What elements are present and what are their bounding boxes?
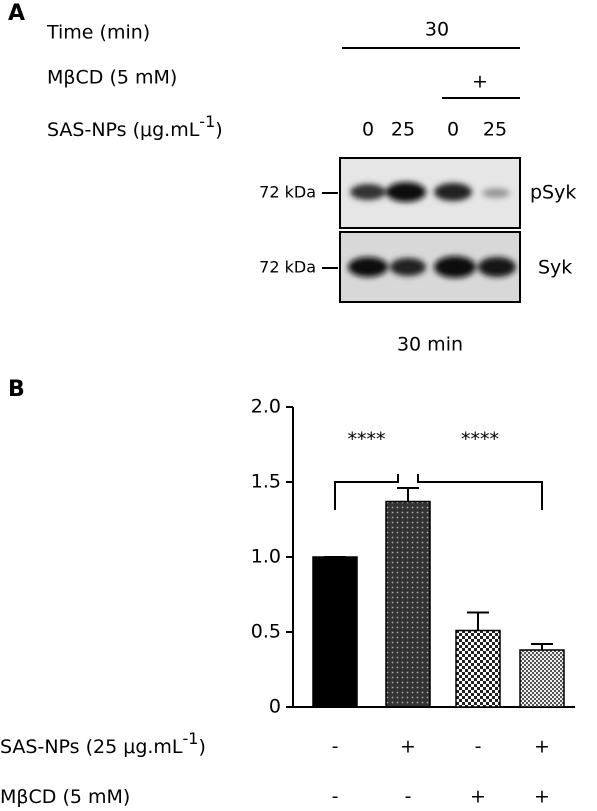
lane-label: 0	[362, 119, 374, 141]
blot-name: pSyk	[530, 182, 576, 204]
condition-sign: +	[534, 736, 550, 758]
condition-end: )	[198, 736, 205, 758]
y-tick-label: 0	[269, 696, 281, 718]
blot-name: Syk	[538, 257, 572, 279]
condition-label: MβCD (5 mM)	[0, 786, 130, 808]
condition-sign: +	[470, 786, 486, 808]
significance-label: ****	[461, 429, 499, 451]
sign: +	[472, 71, 488, 93]
marker-label: 72 kDa	[259, 183, 316, 202]
row-label: Time (min)	[46, 22, 150, 44]
lane-label: 25	[483, 119, 507, 141]
condition-sign: +	[400, 736, 416, 758]
condition-sup: -1	[183, 729, 199, 748]
condition-sign: -	[475, 736, 482, 758]
condition-sign: -	[405, 786, 412, 808]
y-tick-label: 1.5	[251, 471, 281, 493]
condition-sign: -	[332, 786, 339, 808]
marker-label: 72 kDa	[259, 258, 316, 277]
condition-sign: +	[534, 786, 550, 808]
bar	[385, 500, 431, 708]
condition-name: SAS-NPs (25 μg.mL	[0, 736, 183, 758]
bar	[519, 649, 565, 708]
caption: 30 min	[397, 334, 463, 356]
y-tick-label: 0.5	[251, 621, 281, 643]
y-tick-label: 2.0	[251, 396, 281, 418]
y-tick-label: 1.0	[251, 546, 281, 568]
significance-label: ****	[348, 429, 386, 451]
blot-psyk	[339, 157, 521, 229]
row-label: MβCD (5 mM)	[47, 67, 177, 89]
lane-label: 0	[447, 119, 459, 141]
bar	[455, 629, 501, 708]
condition-name: MβCD (5 mM)	[0, 786, 130, 808]
row-label: SAS-NPs (μg.mL-1)	[47, 112, 223, 141]
time-value: 30	[425, 19, 449, 41]
condition-label: SAS-NPs (25 μg.mL-1)	[0, 729, 206, 758]
bar	[312, 556, 358, 708]
blot-syk	[339, 231, 521, 303]
lane-label: 25	[391, 119, 415, 141]
panel-label: A	[8, 1, 25, 26]
condition-sign: -	[332, 736, 339, 758]
significance-bracket	[417, 474, 543, 510]
significance-bracket	[334, 474, 399, 510]
panel-label: B	[8, 377, 25, 402]
